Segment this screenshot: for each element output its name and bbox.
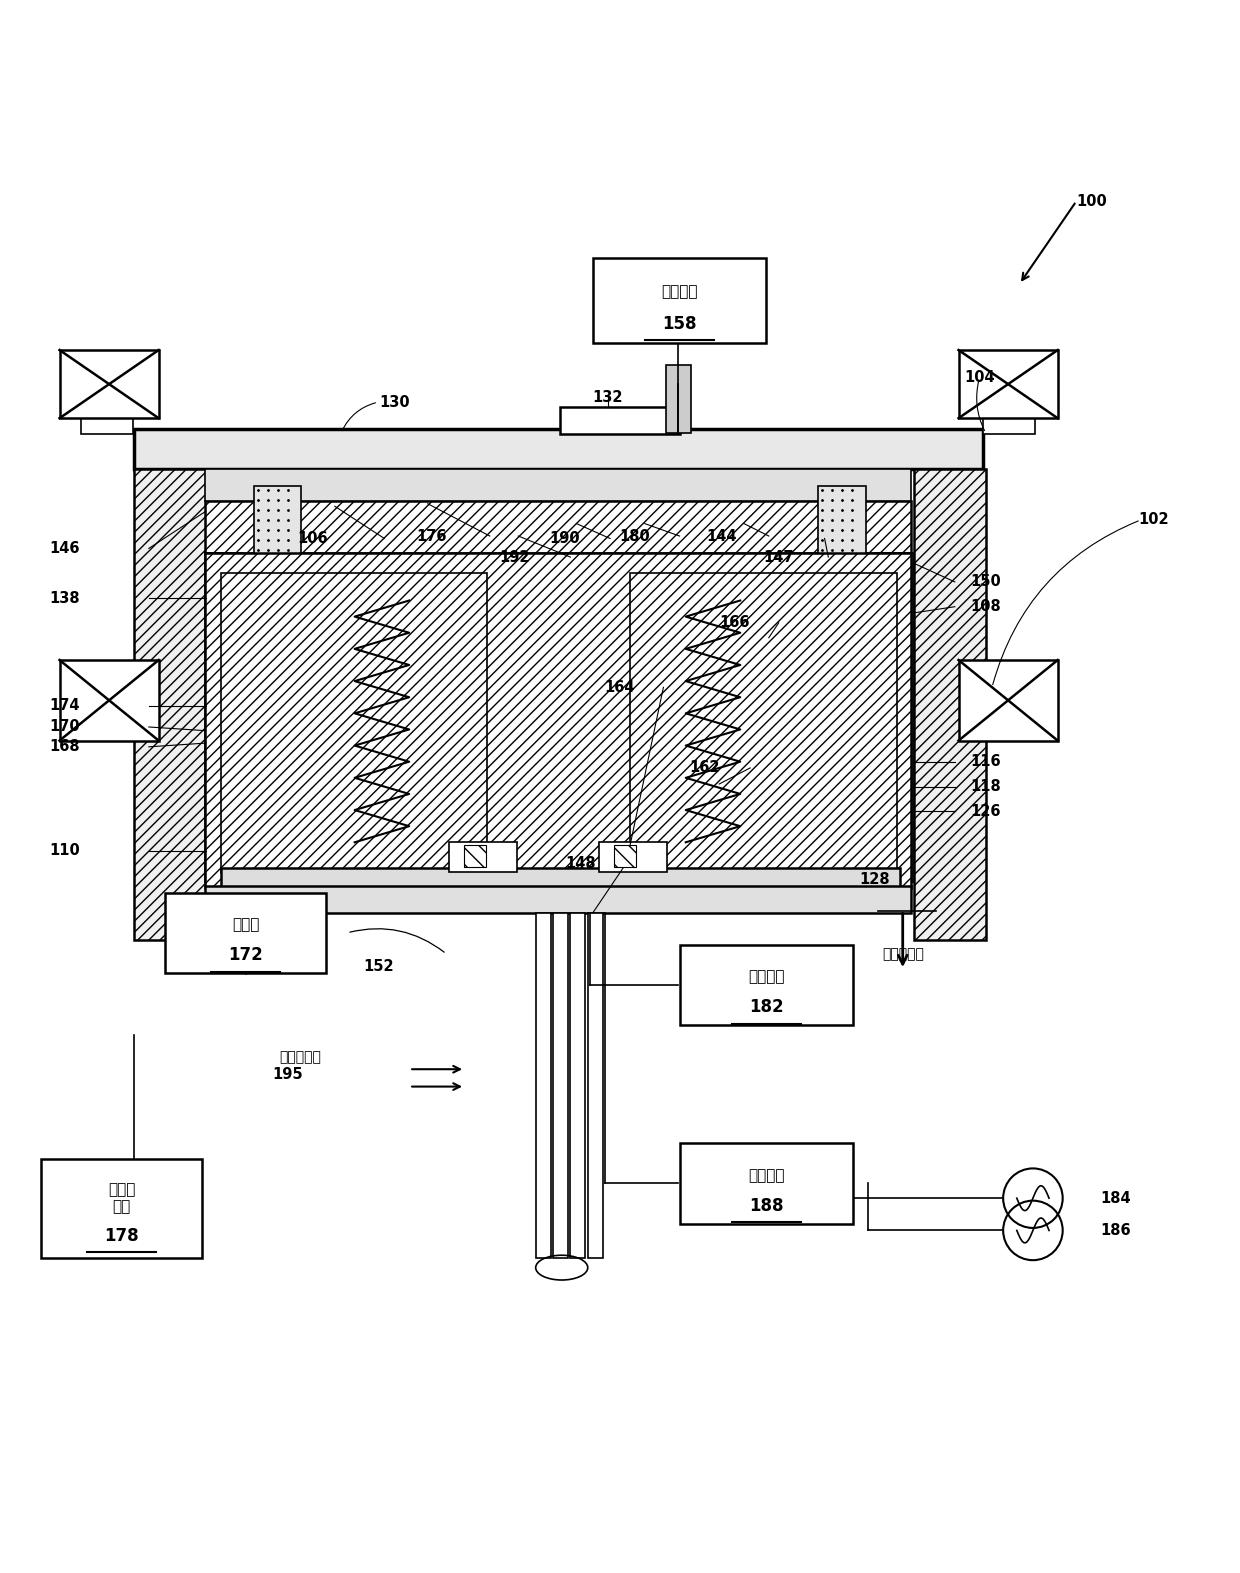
- Text: 168: 168: [50, 739, 79, 755]
- Text: 190: 190: [549, 532, 579, 546]
- Bar: [570, 912, 585, 1258]
- Text: 102: 102: [1138, 513, 1168, 527]
- Bar: [205, 554, 242, 882]
- Bar: [818, 486, 866, 555]
- Text: 164: 164: [605, 680, 635, 695]
- Text: 去往控制器: 去往控制器: [279, 1049, 321, 1063]
- Text: 匹配电路: 匹配电路: [748, 1167, 785, 1183]
- Text: 146: 146: [50, 541, 79, 555]
- Text: 172: 172: [228, 947, 263, 964]
- Bar: [165, 892, 326, 974]
- Bar: [254, 486, 301, 555]
- Bar: [983, 415, 1035, 434]
- Text: 流体源: 流体源: [232, 917, 259, 933]
- Bar: [205, 554, 911, 889]
- Text: 184: 184: [1101, 1191, 1131, 1205]
- Text: 144: 144: [707, 529, 737, 544]
- Bar: [464, 845, 486, 867]
- Bar: [41, 1158, 202, 1258]
- Bar: [205, 886, 911, 912]
- Text: 138: 138: [50, 590, 79, 606]
- Text: 178: 178: [104, 1227, 139, 1244]
- Text: 162: 162: [689, 760, 719, 775]
- Text: 182: 182: [749, 999, 784, 1016]
- Bar: [959, 351, 1058, 418]
- Bar: [959, 661, 1058, 741]
- Text: 152: 152: [363, 960, 393, 974]
- Text: 夹持电源: 夹持电源: [748, 969, 785, 985]
- Text: 104: 104: [965, 370, 994, 385]
- Bar: [81, 415, 133, 434]
- Text: 128: 128: [859, 871, 889, 887]
- Bar: [614, 845, 636, 867]
- Text: 150: 150: [971, 574, 1001, 590]
- Bar: [593, 258, 766, 343]
- Text: 106: 106: [298, 532, 327, 546]
- Bar: [560, 407, 680, 434]
- Bar: [205, 502, 911, 554]
- Bar: [221, 573, 487, 873]
- Bar: [680, 1144, 853, 1224]
- Text: 去往泵系统: 去往泵系统: [882, 947, 924, 961]
- Text: 166: 166: [719, 615, 749, 631]
- Bar: [666, 365, 691, 433]
- Text: 158: 158: [662, 315, 697, 333]
- Text: 170: 170: [50, 719, 79, 735]
- Text: 176: 176: [417, 529, 446, 544]
- Bar: [630, 573, 897, 873]
- Bar: [875, 554, 913, 882]
- Bar: [588, 912, 603, 1258]
- Text: 148: 148: [565, 856, 595, 871]
- Bar: [221, 868, 900, 889]
- Text: 180: 180: [620, 529, 650, 544]
- Bar: [60, 351, 159, 418]
- Text: 188: 188: [749, 1197, 784, 1214]
- Bar: [680, 945, 853, 1026]
- Text: 195: 195: [273, 1066, 303, 1082]
- Bar: [914, 469, 986, 941]
- Bar: [536, 912, 551, 1258]
- Bar: [553, 912, 568, 1258]
- Text: 132: 132: [593, 390, 622, 404]
- Text: 192: 192: [500, 549, 529, 565]
- Text: 110: 110: [50, 843, 79, 859]
- Text: 174: 174: [50, 698, 79, 714]
- Text: 118: 118: [971, 779, 1001, 794]
- Text: 100: 100: [1076, 193, 1106, 209]
- Text: 116: 116: [971, 753, 1001, 769]
- Bar: [60, 661, 159, 741]
- Text: 126: 126: [971, 804, 1001, 820]
- Text: 186: 186: [1101, 1222, 1131, 1238]
- Text: 130: 130: [379, 395, 409, 409]
- Text: 气体面板: 气体面板: [661, 285, 698, 299]
- Bar: [599, 842, 667, 871]
- Bar: [134, 469, 206, 941]
- Bar: [449, 842, 517, 871]
- Bar: [134, 429, 983, 469]
- Text: 147: 147: [764, 549, 794, 565]
- Text: 加热器
电源: 加热器 电源: [108, 1181, 135, 1214]
- Bar: [205, 469, 911, 502]
- Text: 108: 108: [971, 599, 1001, 613]
